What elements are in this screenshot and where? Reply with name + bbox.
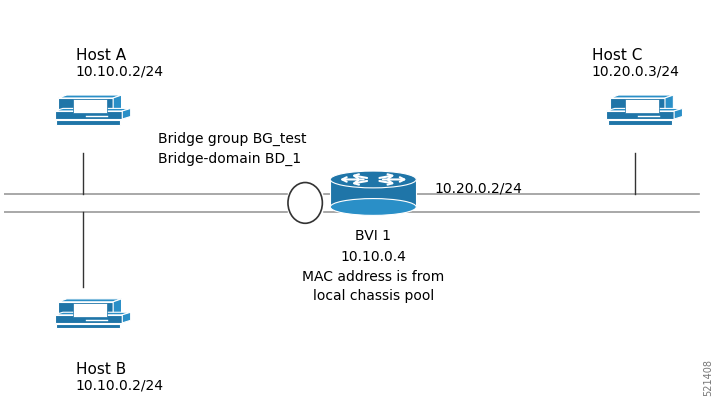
Polygon shape xyxy=(54,312,130,315)
Text: 10.10.0.4: 10.10.0.4 xyxy=(340,250,406,264)
Polygon shape xyxy=(54,109,130,111)
Polygon shape xyxy=(72,303,107,317)
Polygon shape xyxy=(58,302,113,321)
Polygon shape xyxy=(610,98,665,117)
Text: Bridge group BG_test
Bridge-domain BD_1: Bridge group BG_test Bridge-domain BD_1 xyxy=(158,132,307,166)
Ellipse shape xyxy=(331,171,416,188)
Text: BVI 1: BVI 1 xyxy=(355,229,392,243)
Text: Host C: Host C xyxy=(592,47,642,63)
Polygon shape xyxy=(113,299,122,321)
Polygon shape xyxy=(665,95,674,117)
Text: 10.20.0.2/24: 10.20.0.2/24 xyxy=(434,182,522,196)
FancyBboxPatch shape xyxy=(331,179,416,207)
Polygon shape xyxy=(674,109,682,119)
Polygon shape xyxy=(56,118,128,120)
Polygon shape xyxy=(610,95,674,98)
Text: 521408: 521408 xyxy=(703,359,713,396)
Polygon shape xyxy=(56,324,120,328)
Polygon shape xyxy=(625,99,658,113)
Polygon shape xyxy=(606,109,682,111)
Polygon shape xyxy=(608,120,672,124)
Text: 10.10.0.2/24: 10.10.0.2/24 xyxy=(76,64,164,79)
Polygon shape xyxy=(113,95,122,117)
Polygon shape xyxy=(58,98,113,117)
Polygon shape xyxy=(72,99,107,113)
Text: Host A: Host A xyxy=(76,47,126,63)
Text: MAC address is from
local chassis pool: MAC address is from local chassis pool xyxy=(302,270,444,302)
Text: 10.20.0.3/24: 10.20.0.3/24 xyxy=(592,64,680,79)
Ellipse shape xyxy=(331,198,416,215)
Polygon shape xyxy=(56,120,120,124)
Text: Host B: Host B xyxy=(76,362,126,376)
Polygon shape xyxy=(58,95,122,98)
Polygon shape xyxy=(608,118,680,120)
Ellipse shape xyxy=(288,183,323,223)
Polygon shape xyxy=(58,299,122,302)
Polygon shape xyxy=(123,312,130,323)
Polygon shape xyxy=(123,109,130,119)
Polygon shape xyxy=(606,111,674,119)
Polygon shape xyxy=(54,315,123,323)
Text: 10.10.0.2/24: 10.10.0.2/24 xyxy=(76,378,164,392)
Polygon shape xyxy=(56,322,128,324)
Polygon shape xyxy=(54,111,123,119)
